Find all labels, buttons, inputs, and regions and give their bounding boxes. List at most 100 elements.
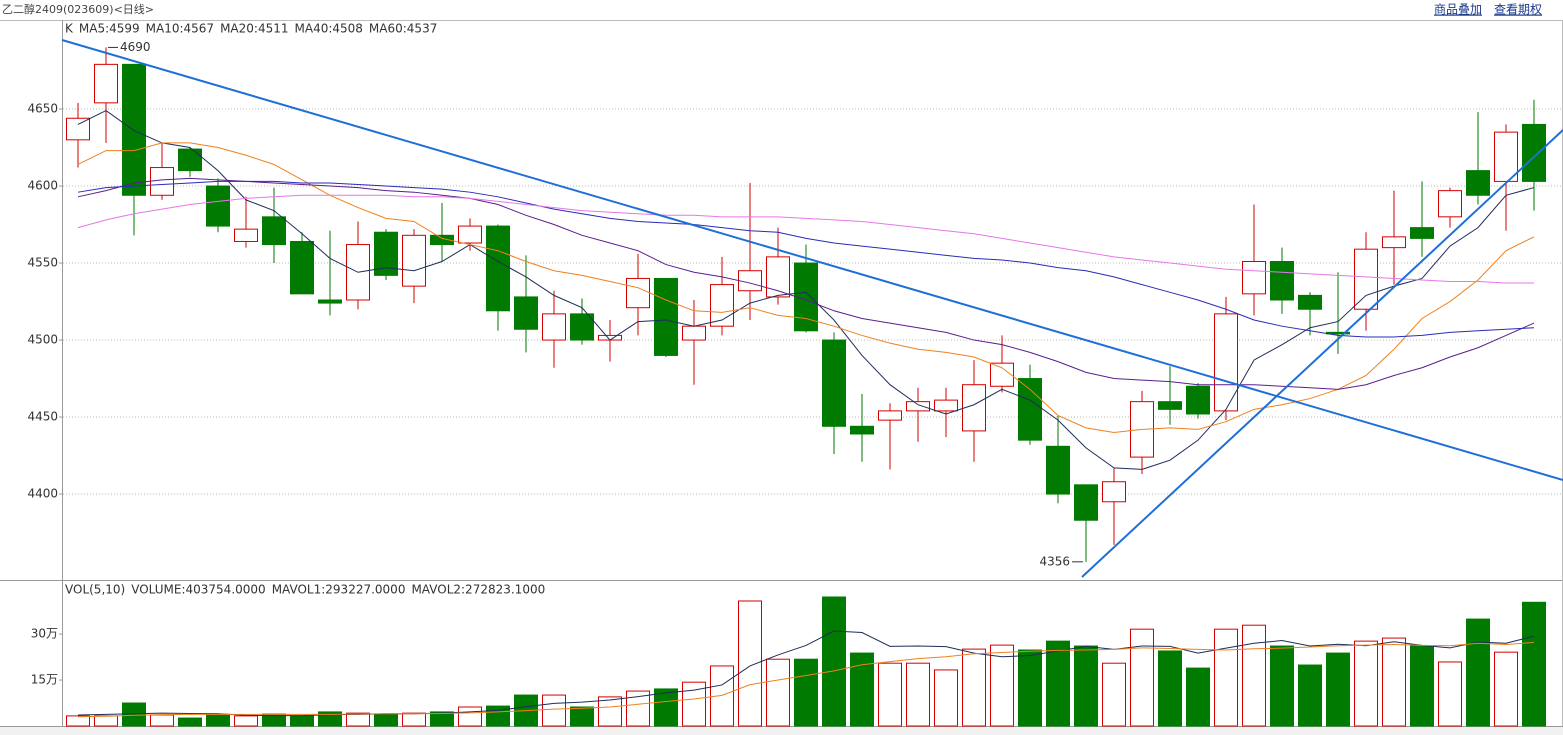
legend-entry: MA20:4511	[220, 22, 288, 36]
volume-bar	[906, 662, 930, 727]
volume-bar	[1354, 640, 1378, 727]
candle-body	[486, 225, 510, 312]
candle-body	[654, 277, 678, 356]
volume-bar	[1382, 637, 1406, 727]
candle-body	[1494, 131, 1518, 182]
volume-bar	[1466, 618, 1490, 727]
candle-body	[1158, 401, 1182, 410]
y-tick-label: 4400	[27, 487, 58, 501]
volume-bar	[682, 681, 706, 727]
candle-body	[206, 185, 230, 227]
labels: 4400 4450 4500 4550 4600 4650 4690 4356 K MA5:459…	[27, 22, 1083, 687]
candle-body	[794, 262, 818, 332]
candle-body	[626, 277, 650, 309]
scroll-strip	[0, 727, 1563, 735]
volume-bar	[598, 696, 622, 727]
volume-bar	[1018, 649, 1042, 727]
volume-bar	[290, 715, 314, 727]
panel-label: K	[65, 22, 74, 36]
volume-bar	[962, 648, 986, 727]
candle-body	[1410, 227, 1434, 239]
y-tick-label: 4650	[27, 102, 58, 116]
candle-body	[710, 284, 734, 327]
volume-bar	[1494, 651, 1518, 727]
options-link[interactable]: 查看期权	[1494, 3, 1542, 17]
candle-body	[990, 362, 1014, 387]
volume-bar	[178, 717, 202, 727]
volume-bar	[206, 714, 230, 727]
volume-bar	[346, 712, 370, 727]
candle-body	[318, 299, 342, 304]
candle-body	[1438, 190, 1462, 218]
volume-bar	[850, 652, 874, 727]
volume-bar	[122, 702, 146, 727]
candle-body	[962, 384, 986, 432]
candle-body	[1046, 445, 1070, 495]
volume-bar	[1438, 661, 1462, 727]
candle-body	[430, 234, 454, 246]
candle-body	[1522, 123, 1546, 182]
candle-body	[262, 216, 286, 246]
legend-entry: MAVOL2:272823.1000	[411, 583, 545, 597]
candle-body	[402, 234, 426, 287]
legend-entry: MA40:4508	[295, 22, 363, 36]
y-tick-label: 4450	[27, 410, 58, 424]
candle-body	[458, 225, 482, 244]
volume-bar	[654, 688, 678, 727]
y-tick-label: 15万	[31, 673, 58, 687]
volume-bar	[1298, 664, 1322, 727]
volume-bar	[150, 714, 174, 727]
candle-body	[150, 167, 174, 196]
ma-line	[77, 194, 1534, 284]
overlay-link[interactable]: 商品叠加	[1434, 2, 1482, 17]
volume-bar	[878, 662, 902, 727]
candle-body	[1466, 170, 1490, 196]
legend-entry: MA60:4537	[369, 22, 437, 36]
volume-bar	[1158, 650, 1182, 727]
ma-line	[77, 180, 1535, 338]
volume-bar	[66, 715, 90, 727]
legend-entry: MA5:4599	[79, 22, 140, 36]
volume-bar	[430, 711, 454, 727]
volume-bar	[1270, 645, 1294, 727]
volume-bar	[822, 596, 846, 727]
volume-label: VOLUME:403754.0000	[131, 583, 265, 597]
volume-bar	[1242, 624, 1266, 727]
ma-line	[77, 109, 1535, 470]
volume-bar	[402, 712, 426, 727]
candle-body	[1186, 385, 1210, 415]
high-label: 4690	[120, 40, 151, 54]
volume-bar	[458, 706, 482, 727]
candle-body	[234, 228, 258, 242]
candle-body	[906, 401, 930, 412]
candle-body	[178, 148, 202, 172]
y-tick-label: 4500	[27, 333, 58, 347]
candle-body	[1214, 313, 1238, 412]
candle-body	[934, 399, 958, 412]
volume-bar	[1214, 628, 1238, 727]
volume-bar	[1102, 662, 1126, 727]
candle-body	[1102, 481, 1126, 503]
candle-body	[850, 425, 874, 435]
y-tick-label: 30万	[31, 627, 58, 641]
volume-bar	[374, 713, 398, 727]
candle-body	[1270, 260, 1294, 301]
candle-body	[66, 117, 90, 141]
legend-entry: MAVOL1:293227.0000	[272, 583, 406, 597]
volume-bar	[1326, 652, 1350, 727]
candle-body	[1354, 248, 1378, 310]
volume-bar	[990, 644, 1014, 727]
trend-line	[1081, 129, 1563, 578]
volume-bar	[1074, 645, 1098, 727]
volume-bar	[234, 715, 258, 727]
candle-body	[374, 231, 398, 276]
candle-body	[1382, 236, 1406, 249]
header-title: 乙二醇2409(023609)<日线>	[2, 2, 154, 16]
volume-bar	[1186, 667, 1210, 727]
panel-label: VOL(5,10)	[65, 583, 125, 597]
y-tick-label: 4600	[27, 179, 58, 193]
volume-bar	[766, 658, 790, 727]
volume-bar	[738, 600, 762, 727]
